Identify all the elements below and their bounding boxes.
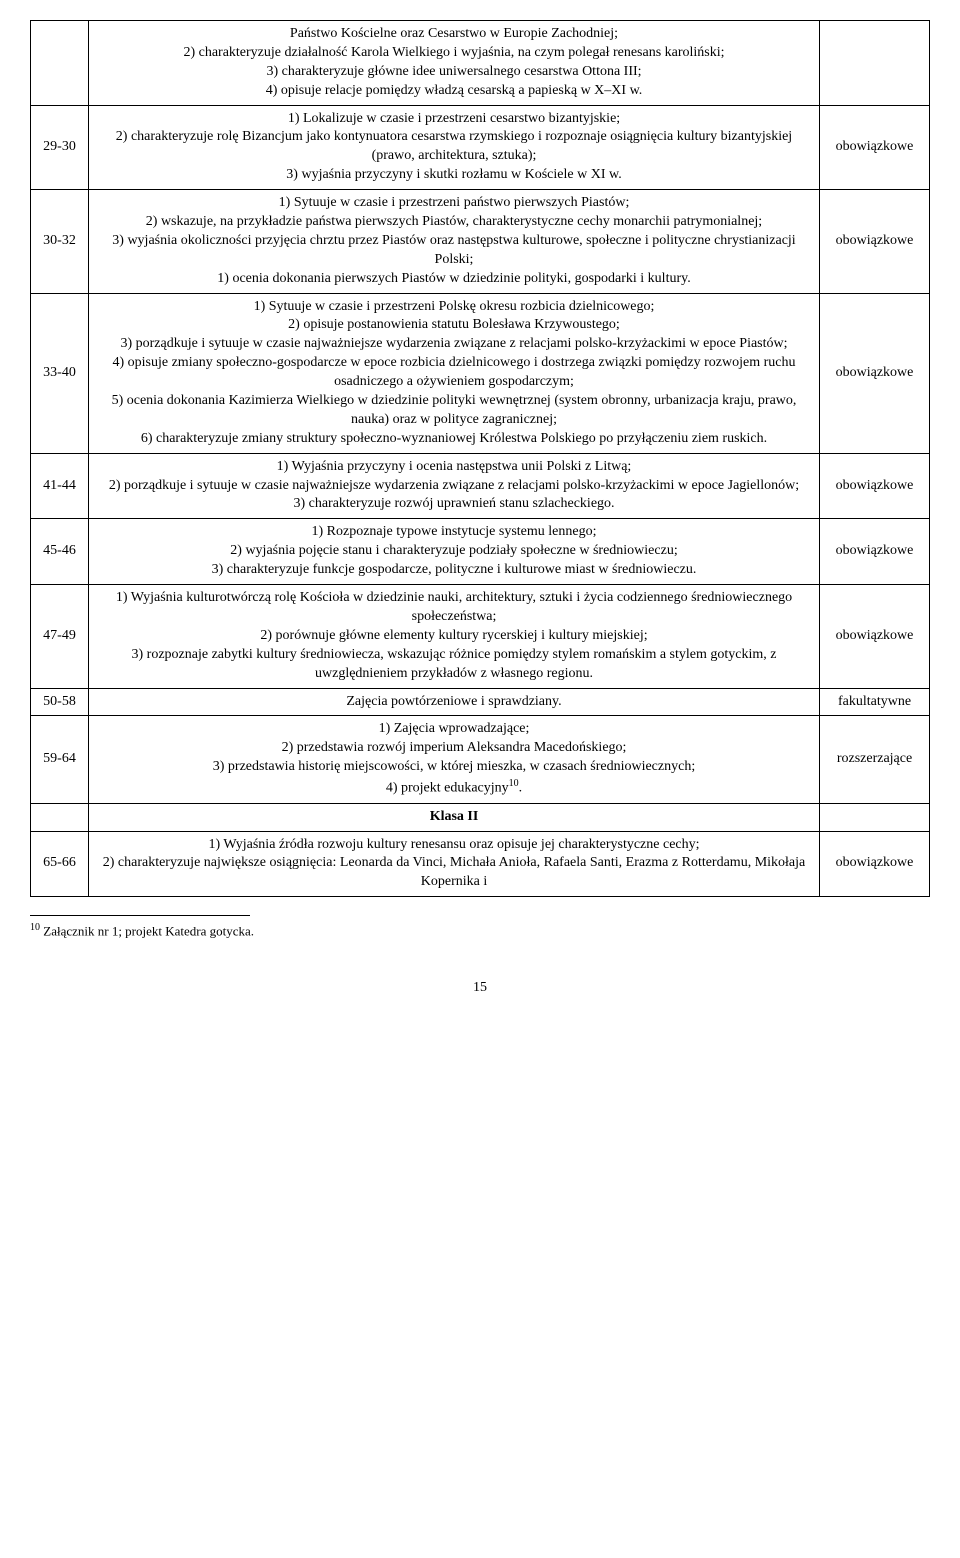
status-cell: obowiązkowe (820, 831, 930, 897)
status-cell: rozszerzające (820, 716, 930, 803)
curriculum-table: Państwo Kościelne oraz Cesarstwo w Europ… (30, 20, 930, 897)
table-row: 47-491) Wyjaśnia kulturotwórczą rolę Koś… (31, 585, 930, 688)
table-row: 30-321) Sytuuje w czasie i przestrzeni p… (31, 190, 930, 293)
range-cell: 47-49 (31, 585, 89, 688)
table-row: 29-301) Lokalizuje w czasie i przestrzen… (31, 105, 930, 190)
range-cell: 30-32 (31, 190, 89, 293)
content-cell: 1) Zajęcia wprowadzające;2) przedstawia … (89, 716, 820, 803)
status-cell: obowiązkowe (820, 585, 930, 688)
content-cell: 1) Sytuuje w czasie i przestrzeni państw… (89, 190, 820, 293)
status-cell: obowiązkowe (820, 293, 930, 453)
footnote-marker: 10 (30, 922, 40, 933)
status-cell: obowiązkowe (820, 190, 930, 293)
footnote-text: 10 Załącznik nr 1; projekt Katedra gotyc… (30, 922, 930, 939)
footnote-ref: 10 (509, 778, 519, 789)
range-cell: 45-46 (31, 519, 89, 585)
content-cell: 1) Wyjaśnia kulturotwórczą rolę Kościoła… (89, 585, 820, 688)
content-cell: 1) Lokalizuje w czasie i przestrzeni ces… (89, 105, 820, 190)
content-cell: 1) Sytuuje w czasie i przestrzeni Polskę… (89, 293, 820, 453)
status-cell: obowiązkowe (820, 519, 930, 585)
table-row: 50-58Zajęcia powtórzeniowe i sprawdziany… (31, 688, 930, 716)
footnote-separator (30, 915, 250, 920)
table-row: 45-461) Rozpoznaje typowe instytucje sys… (31, 519, 930, 585)
content-cell: 1) Wyjaśnia źródła rozwoju kultury renes… (89, 831, 820, 897)
content-cell: Państwo Kościelne oraz Cesarstwo w Europ… (89, 21, 820, 106)
empty-cell (820, 803, 930, 831)
table-row: 65-661) Wyjaśnia źródła rozwoju kultury … (31, 831, 930, 897)
range-cell: 29-30 (31, 105, 89, 190)
section-header-cell: Klasa II (89, 803, 820, 831)
content-cell: 1) Wyjaśnia przyczyny i ocenia następstw… (89, 453, 820, 519)
status-cell: fakultatywne (820, 688, 930, 716)
empty-cell (31, 803, 89, 831)
range-cell: 59-64 (31, 716, 89, 803)
table-row: 41-441) Wyjaśnia przyczyny i ocenia nast… (31, 453, 930, 519)
range-cell: 50-58 (31, 688, 89, 716)
status-cell: obowiązkowe (820, 105, 930, 190)
footnote-body: Załącznik nr 1; projekt Katedra gotycka. (40, 924, 254, 939)
table-row: Państwo Kościelne oraz Cesarstwo w Europ… (31, 21, 930, 106)
range-cell: 41-44 (31, 453, 89, 519)
table-row: 59-641) Zajęcia wprowadzające;2) przedst… (31, 716, 930, 803)
status-cell (820, 21, 930, 106)
range-cell: 65-66 (31, 831, 89, 897)
content-cell: Zajęcia powtórzeniowe i sprawdziany. (89, 688, 820, 716)
range-cell (31, 21, 89, 106)
table-row: 33-401) Sytuuje w czasie i przestrzeni P… (31, 293, 930, 453)
section-header-row: Klasa II (31, 803, 930, 831)
page-number: 15 (30, 980, 930, 996)
content-cell: 1) Rozpoznaje typowe instytucje systemu … (89, 519, 820, 585)
status-cell: obowiązkowe (820, 453, 930, 519)
range-cell: 33-40 (31, 293, 89, 453)
